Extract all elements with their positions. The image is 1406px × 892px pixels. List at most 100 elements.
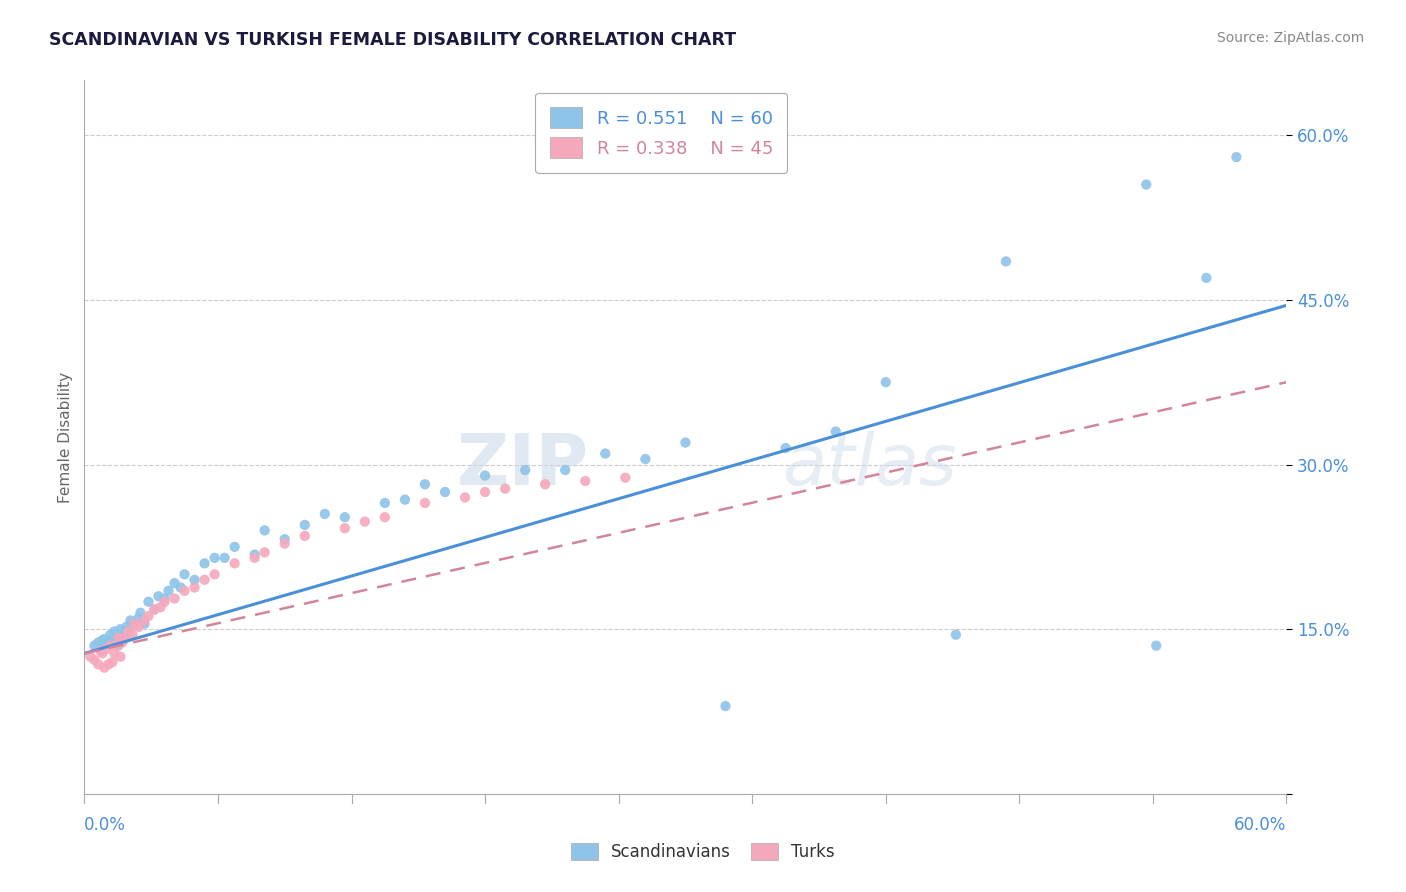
Point <box>97 657 120 672</box>
Point <box>183 573 205 587</box>
Point <box>111 628 134 642</box>
Text: ZIP: ZIP <box>457 431 589 500</box>
Point <box>107 631 129 645</box>
Point <box>124 616 146 631</box>
Text: Source: ZipAtlas.com: Source: ZipAtlas.com <box>1216 31 1364 45</box>
Point <box>675 435 697 450</box>
Point <box>143 602 166 616</box>
Point <box>157 583 180 598</box>
Point <box>554 463 576 477</box>
Point <box>120 614 142 628</box>
Point <box>153 591 176 606</box>
Point <box>93 660 115 674</box>
Point <box>134 614 156 628</box>
Text: 0.0%: 0.0% <box>84 816 127 834</box>
Point <box>714 699 737 714</box>
Point <box>394 492 416 507</box>
Point <box>354 515 377 529</box>
Point <box>474 468 496 483</box>
Point <box>79 649 101 664</box>
Point <box>114 631 135 645</box>
Point <box>149 600 172 615</box>
Point <box>333 521 356 535</box>
Point <box>143 602 166 616</box>
Point <box>173 567 195 582</box>
Point <box>103 624 125 639</box>
Point <box>194 557 217 571</box>
Point <box>91 646 114 660</box>
Point <box>124 616 146 631</box>
Point <box>945 628 967 642</box>
Point <box>121 628 143 642</box>
Point <box>97 638 120 652</box>
Point <box>374 510 396 524</box>
Point <box>574 474 596 488</box>
Point <box>515 463 537 477</box>
Point <box>294 517 316 532</box>
Point <box>115 620 138 634</box>
Point <box>100 639 122 653</box>
Point <box>374 496 396 510</box>
Point <box>107 639 129 653</box>
Point <box>117 624 139 639</box>
Point <box>875 375 897 389</box>
Point <box>127 611 149 625</box>
Point <box>169 581 191 595</box>
Point <box>138 609 160 624</box>
Text: SCANDINAVIAN VS TURKISH FEMALE DISABILITY CORRELATION CHART: SCANDINAVIAN VS TURKISH FEMALE DISABILIT… <box>49 31 737 49</box>
Point <box>89 644 111 658</box>
Point <box>103 646 125 660</box>
Point <box>83 653 105 667</box>
Point <box>824 425 846 439</box>
Point <box>454 491 477 505</box>
Point <box>224 557 246 571</box>
Point <box>1195 271 1218 285</box>
Point <box>93 632 115 646</box>
Point <box>89 642 111 657</box>
Point <box>114 630 135 644</box>
Point <box>274 532 297 546</box>
Point <box>173 583 195 598</box>
Point <box>101 631 124 645</box>
Point <box>91 633 114 648</box>
Point <box>96 642 118 657</box>
Point <box>117 624 139 639</box>
Point <box>634 452 657 467</box>
Point <box>194 573 217 587</box>
Point <box>138 595 160 609</box>
Point <box>534 477 557 491</box>
Text: atlas: atlas <box>782 431 956 500</box>
Point <box>1135 178 1157 192</box>
Point <box>243 550 266 565</box>
Point <box>153 595 176 609</box>
Y-axis label: Female Disability: Female Disability <box>58 371 73 503</box>
Point <box>614 471 637 485</box>
Point <box>274 536 297 550</box>
Point <box>595 446 617 460</box>
Point <box>333 510 356 524</box>
Point <box>1225 150 1247 164</box>
Point <box>110 622 132 636</box>
Point <box>314 507 336 521</box>
Point <box>111 635 134 649</box>
Point <box>105 639 128 653</box>
Point <box>775 441 797 455</box>
Point <box>474 485 496 500</box>
Point <box>134 616 156 631</box>
Point <box>129 606 152 620</box>
Point <box>204 567 226 582</box>
Point <box>110 649 132 664</box>
Point <box>995 254 1018 268</box>
Point <box>101 655 124 669</box>
Point <box>294 529 316 543</box>
Point <box>163 591 186 606</box>
Text: 60.0%: 60.0% <box>1234 816 1286 834</box>
Point <box>127 620 149 634</box>
Point <box>253 524 276 538</box>
Point <box>494 482 516 496</box>
Point <box>148 589 170 603</box>
Point <box>204 550 226 565</box>
Point <box>163 576 186 591</box>
Point <box>105 633 128 648</box>
Point <box>413 477 436 491</box>
